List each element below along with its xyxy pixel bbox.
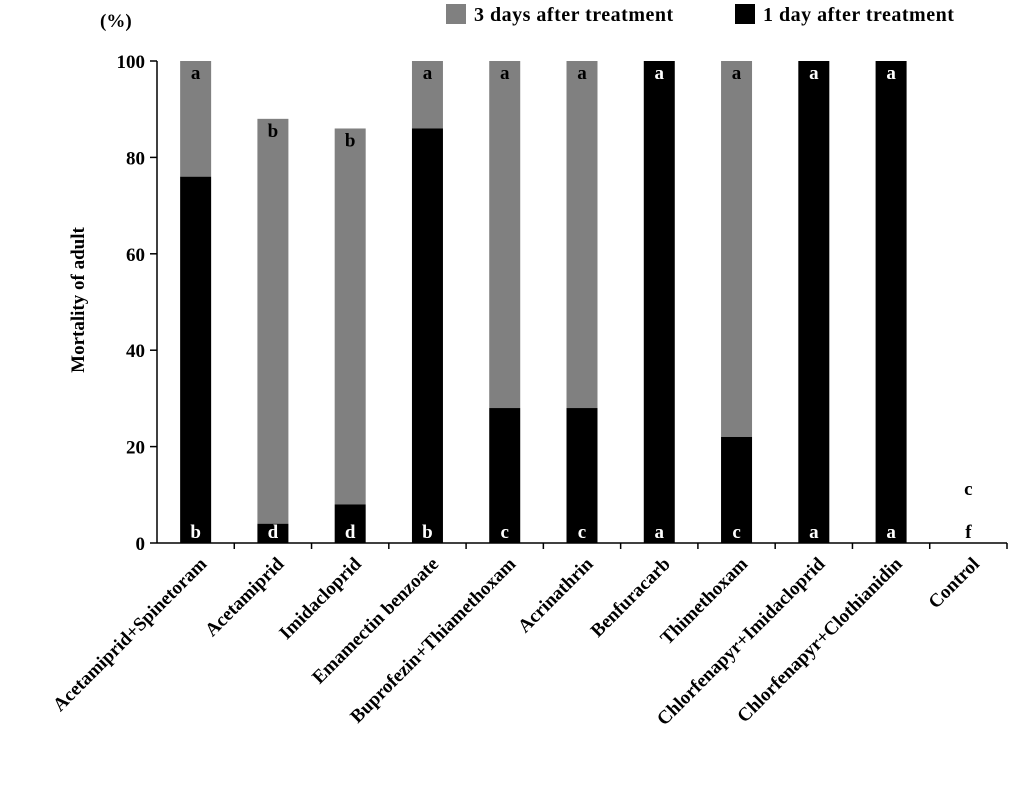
x-category-label: Acetamiprid+Spinetoram xyxy=(49,554,211,716)
letter-3-days: a xyxy=(809,63,819,84)
bar-3-days xyxy=(721,61,753,437)
legend-swatch-1-day xyxy=(735,4,755,24)
letter-1-day: a xyxy=(809,522,819,543)
letter-1-day: a xyxy=(886,522,896,543)
legend-label-1-day: 1 day after treatment xyxy=(763,4,954,26)
bar-3-days xyxy=(180,61,212,177)
y-tick-label: 60 xyxy=(126,245,145,266)
significance-letters: b a d b d b b a c a c a a a c a a a a a f c xyxy=(190,63,972,543)
bars xyxy=(180,61,907,544)
bar-1-day xyxy=(334,504,366,543)
bar-1-day xyxy=(643,61,675,543)
bar-1-day xyxy=(180,176,212,543)
y-tick-label: 80 xyxy=(126,148,145,169)
y-axis-ticks: 0 20 40 60 80 100 xyxy=(117,52,157,555)
y-tick-label: 100 xyxy=(117,52,146,73)
bar-1-day xyxy=(489,408,521,543)
bar-1-day xyxy=(798,61,830,543)
x-category-label: Chlorfenapyr+Clothianidin xyxy=(733,553,907,727)
letter-3-days: a xyxy=(655,63,665,84)
letter-1-day: b xyxy=(422,522,433,543)
y-tick-label: 0 xyxy=(136,534,146,555)
letter-3-days: b xyxy=(268,121,279,142)
bar-3-days xyxy=(566,61,598,409)
letter-1-day: c xyxy=(732,522,740,543)
letter-1-day: d xyxy=(345,522,356,543)
letter-3-days: c xyxy=(964,479,972,500)
letter-1-day: b xyxy=(190,522,201,543)
x-category-label: Buprofezin+Thiamethoxam xyxy=(346,554,520,728)
letter-1-day: f xyxy=(965,522,972,543)
bar-3-days xyxy=(334,128,366,505)
x-axis-labels: Acetamiprid+SpinetoramAcetamipridImidacl… xyxy=(49,553,984,730)
x-category-label: Acrinathrin xyxy=(514,553,598,637)
letter-3-days: a xyxy=(577,63,587,84)
y-tick-label: 40 xyxy=(126,341,145,362)
bar-3-days xyxy=(257,118,289,524)
letter-3-days: b xyxy=(345,130,356,151)
x-category-label: Emamectin benzoate xyxy=(308,554,443,689)
bar-1-day xyxy=(566,408,598,543)
bar-3-days xyxy=(411,61,443,129)
bar-1-day xyxy=(721,436,753,543)
letter-3-days: a xyxy=(191,63,201,84)
x-category-label: Control xyxy=(925,554,984,613)
letter-3-days: a xyxy=(886,63,896,84)
legend-swatch-3-days xyxy=(446,4,466,24)
letter-3-days: a xyxy=(500,63,510,84)
letter-3-days: a xyxy=(732,63,742,84)
letter-1-day: c xyxy=(578,522,586,543)
legend: 3 days after treatment 1 day after treat… xyxy=(446,4,954,26)
letter-3-days: a xyxy=(423,63,433,84)
bar-1-day xyxy=(257,523,289,543)
letter-1-day: a xyxy=(655,522,665,543)
axes xyxy=(156,61,1008,549)
bar-1-day xyxy=(875,61,907,543)
bar-3-days xyxy=(489,61,521,409)
y-unit-label: (%) xyxy=(100,11,132,32)
y-tick-label: 20 xyxy=(126,438,145,459)
y-axis-label: Mortality of adult xyxy=(68,227,89,373)
legend-label-3-days: 3 days after treatment xyxy=(474,4,674,26)
bar-1-day xyxy=(411,128,443,544)
letter-1-day: d xyxy=(268,522,279,543)
letter-1-day: c xyxy=(501,522,509,543)
